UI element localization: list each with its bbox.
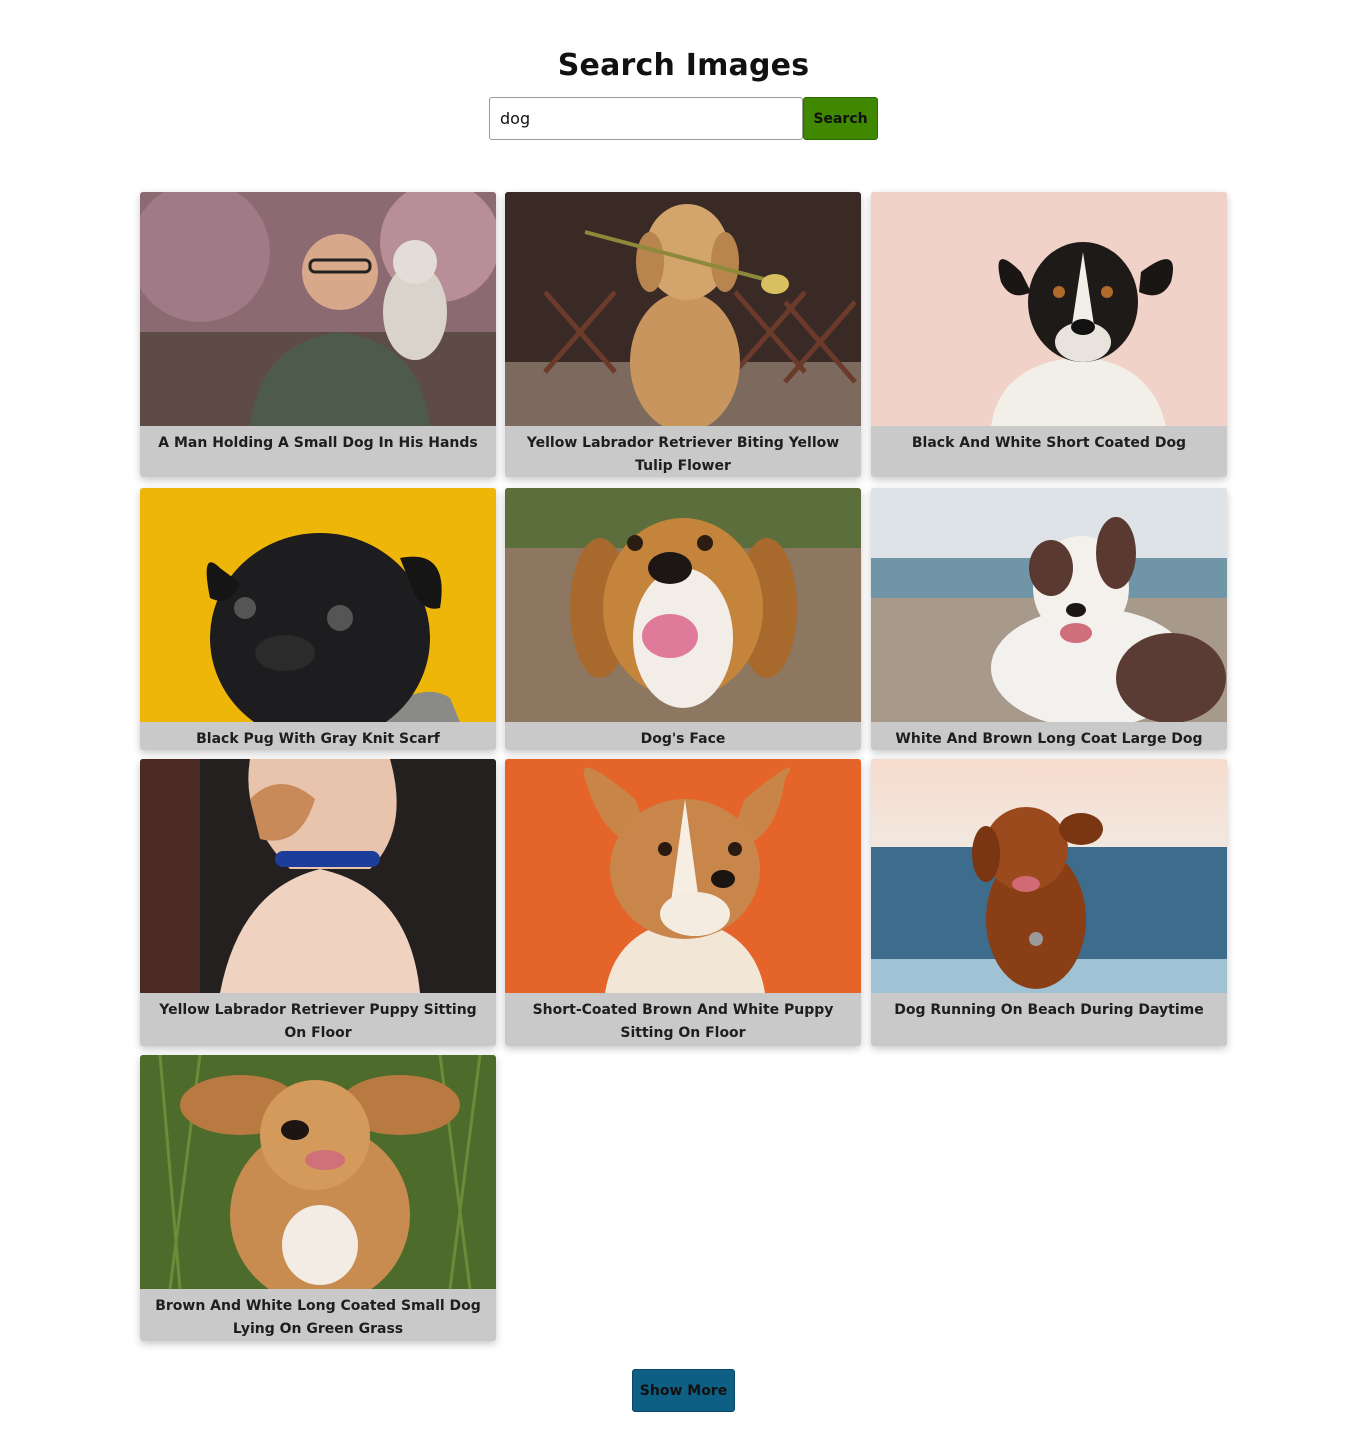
- page-title: Search Images: [557, 48, 810, 84]
- search-bar: Search: [489, 97, 878, 140]
- corgi-puppy-photo: [505, 759, 861, 993]
- image-card[interactable]: White And Brown Long Coat Large Dog: [871, 488, 1227, 750]
- image-caption: Dog Running On Beach During Daytime: [894, 1002, 1204, 1018]
- image-card[interactable]: Brown And White Long Coated Small Dog Ly…: [140, 1055, 496, 1341]
- beagle-face-photo: [505, 488, 861, 722]
- long-coat-dog-photo: [871, 488, 1227, 722]
- image-card[interactable]: Dog Running On Beach During Daytime: [871, 759, 1227, 1046]
- image-card[interactable]: Black Pug With Gray Knit Scarf: [140, 488, 496, 750]
- image-card[interactable]: Yellow Labrador Retriever Biting Yellow …: [505, 192, 861, 477]
- labrador-tulip-photo: [505, 192, 861, 426]
- labrador-puppy-photo: [140, 759, 496, 993]
- man-holding-dog-photo: [140, 192, 496, 426]
- image-card[interactable]: Short-Coated Brown And White Puppy Sitti…: [505, 759, 861, 1046]
- black-pug-photo: [140, 488, 496, 722]
- image-caption: Black Pug With Gray Knit Scarf: [196, 731, 440, 747]
- image-card[interactable]: Yellow Labrador Retriever Puppy Sitting …: [140, 759, 496, 1046]
- beach-dog-photo: [871, 759, 1227, 993]
- image-caption: Dog's Face: [640, 731, 726, 747]
- image-caption: A Man Holding A Small Dog In His Hands: [158, 435, 478, 451]
- image-card[interactable]: Dog's Face: [505, 488, 861, 750]
- image-caption: Short-Coated Brown And White Puppy Sitti…: [532, 1002, 834, 1041]
- image-caption: White And Brown Long Coat Large Dog: [895, 731, 1203, 747]
- image-caption: Brown And White Long Coated Small Dog Ly…: [155, 1298, 481, 1337]
- search-button[interactable]: Search: [803, 97, 878, 140]
- image-caption: Black And White Short Coated Dog: [911, 435, 1187, 451]
- image-caption: Yellow Labrador Retriever Biting Yellow …: [526, 435, 840, 474]
- black-white-dog-photo: [871, 192, 1227, 426]
- image-card[interactable]: Black And White Short Coated Dog: [871, 192, 1227, 477]
- search-input[interactable]: [489, 97, 803, 140]
- show-more-button[interactable]: Show More: [632, 1369, 735, 1412]
- image-card[interactable]: A Man Holding A Small Dog In His Hands: [140, 192, 496, 477]
- small-dog-grass-photo: [140, 1055, 496, 1289]
- image-caption: Yellow Labrador Retriever Puppy Sitting …: [159, 1002, 477, 1041]
